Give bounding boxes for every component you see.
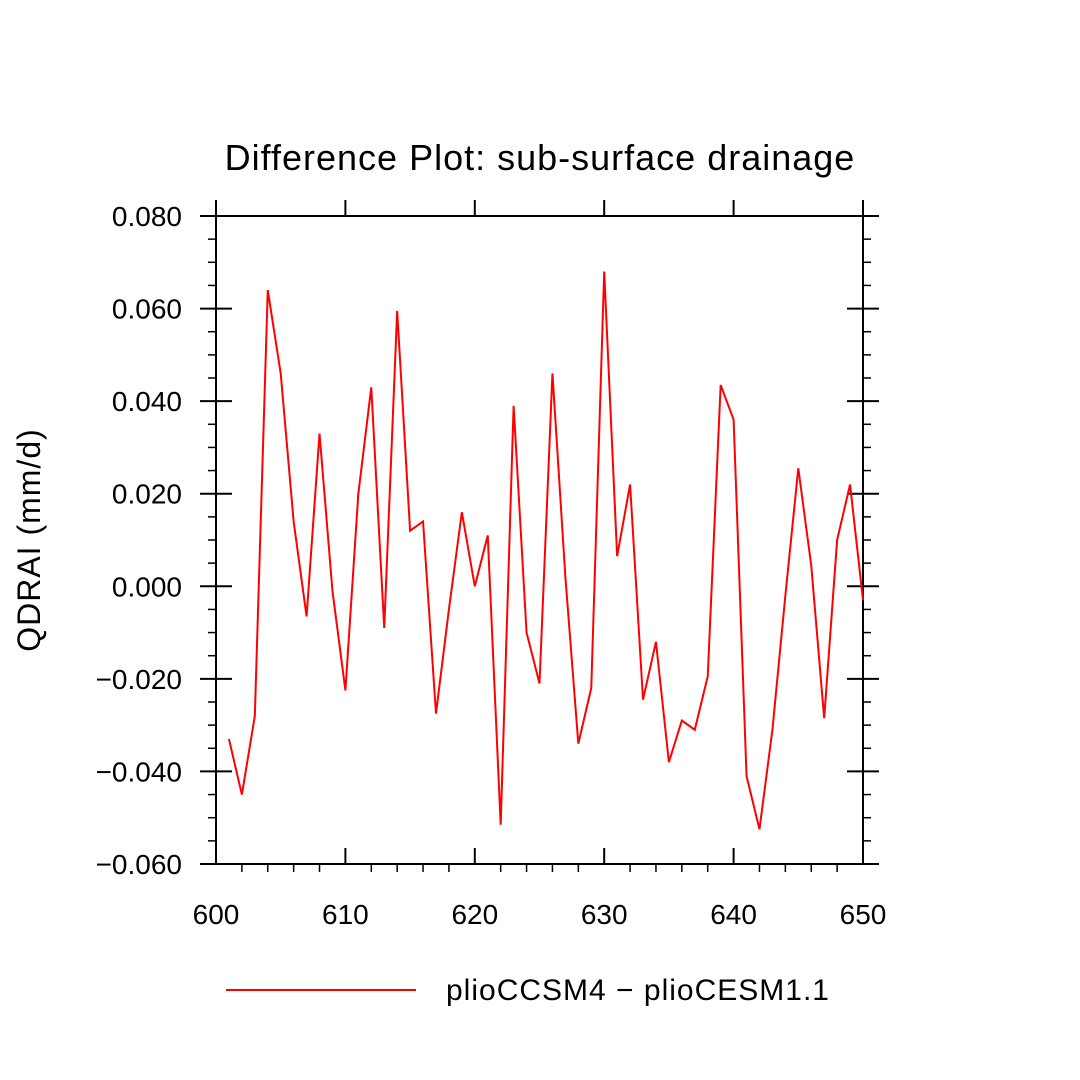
- y-tick-label: 0.080: [112, 201, 182, 232]
- y-tick-label: −0.020: [96, 664, 182, 695]
- series-line: [227, 271, 864, 830]
- y-tick-label: 0.040: [112, 386, 182, 417]
- x-tick-label: 610: [322, 899, 369, 930]
- x-tick-label: 630: [581, 899, 628, 930]
- x-tick-label: 600: [193, 899, 240, 930]
- y-tick-label: 0.020: [112, 479, 182, 510]
- y-axis-label: QDRAI (mm/d): [11, 428, 47, 652]
- y-tick-label: −0.040: [96, 756, 182, 787]
- x-tick-label: 620: [451, 899, 498, 930]
- legend-label: plioCCSM4 − plioCESM1.1: [446, 974, 830, 1007]
- plot-frame: [215, 215, 864, 865]
- x-tick-label: 640: [710, 899, 757, 930]
- x-tick-label: 650: [840, 899, 887, 930]
- y-tick-label: −0.060: [96, 849, 182, 880]
- legend: plioCCSM4 − plioCESM1.1: [226, 974, 830, 1007]
- chart-title: Difference Plot: sub-surface drainage: [225, 137, 856, 178]
- y-tick-label: 0.000: [112, 571, 182, 602]
- y-tick-label: 0.060: [112, 294, 182, 325]
